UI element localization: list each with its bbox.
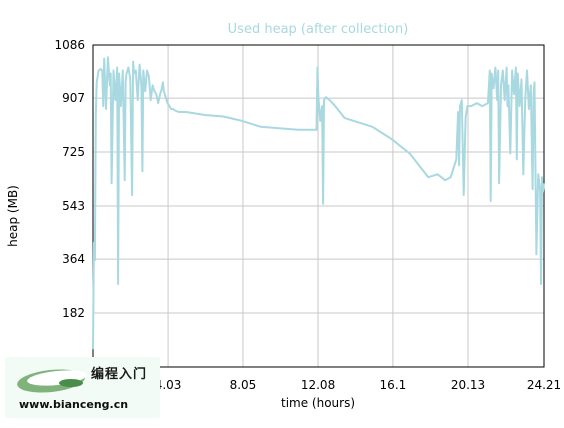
x-tick-label: 8.05 <box>230 378 257 392</box>
y-tick-label: 364 <box>62 252 85 266</box>
y-axis-label: heap (MB) <box>6 185 20 247</box>
heap-series-line <box>92 56 545 350</box>
watermark-logo: 编程入门 www.bianceng.cn <box>5 357 160 418</box>
x-tick-label: 16.1 <box>380 378 407 392</box>
chart-title: Used heap (after collection) <box>228 22 409 37</box>
swoosh-logo-icon <box>17 369 87 393</box>
y-tick-label: 1086 <box>54 38 85 52</box>
y-tick-label: 907 <box>62 91 85 105</box>
x-tick-label: 12.08 <box>301 378 335 392</box>
x-tick-label: 4.03 <box>155 378 182 392</box>
watermark-url: www.bianceng.cn <box>19 398 129 411</box>
y-tick-label: 725 <box>62 145 85 159</box>
series-group <box>92 56 545 350</box>
x-tick-label: 20.13 <box>451 378 485 392</box>
plot-frame <box>92 44 545 368</box>
x-tick-label: 24.21 <box>527 378 561 392</box>
y-tick-label: 182 <box>62 306 85 320</box>
y-tick-labels: 182 364 543 725 907 1086 <box>54 38 85 320</box>
y-tick-label: 543 <box>62 199 85 213</box>
x-tick-labels: 4.03 8.05 12.08 16.1 20.13 24.21 <box>155 378 561 392</box>
x-axis-label: time (hours) <box>281 396 355 410</box>
watermark-name: 编程入门 <box>91 367 148 382</box>
